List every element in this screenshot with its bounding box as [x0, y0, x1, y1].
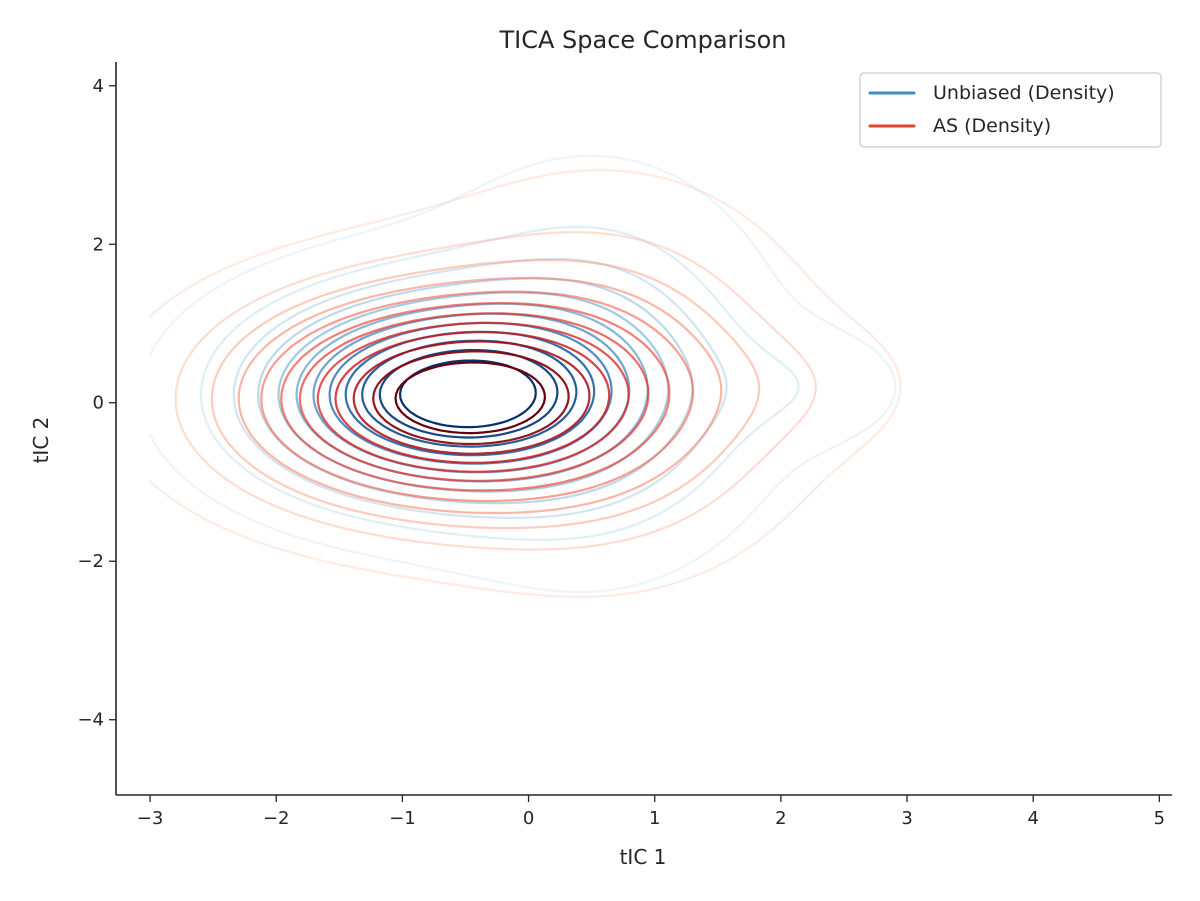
y-tick-label: −4: [77, 710, 104, 731]
legend-label-as: AS (Density): [933, 115, 1051, 137]
x-axis-label: tIC 1: [620, 845, 667, 869]
as-density-contour-9: [334, 331, 611, 464]
y-tick-label: 4: [93, 76, 104, 97]
as-density-contour-5: [260, 290, 695, 503]
chart-title: TICA Space Comparison: [498, 26, 786, 54]
y-tick-label: −2: [77, 551, 104, 572]
x-tick-label: 5: [1154, 808, 1165, 829]
x-tick-label: −1: [389, 808, 416, 829]
unbiased-density-contour-12: [399, 359, 537, 429]
y-axis-label: tIC 2: [29, 417, 53, 464]
x-tick-label: 3: [901, 808, 912, 829]
legend: Unbiased (Density) AS (Density): [859, 72, 1162, 148]
axes: −3 −2 −1 0 1 2 3 4 5 −4 −2 0 2 4: [77, 62, 1172, 829]
as-density-contour-11: [372, 350, 570, 446]
as-density-contour-10: [352, 340, 591, 455]
unbiased-density-contour-2: [200, 225, 800, 541]
unbiased-density-contour-3: [232, 257, 728, 519]
y-tick-label: 0: [93, 393, 104, 414]
as-density-contour-7: [298, 312, 650, 482]
unbiased-density-contour-1: [149, 154, 897, 594]
as-density-contour-2: [174, 231, 817, 551]
as-density-contour-6: [280, 302, 671, 492]
legend-box: [859, 72, 1162, 148]
contour-layer: [149, 154, 902, 598]
legend-label-unbiased: Unbiased (Density): [933, 82, 1115, 104]
x-tick-label: 1: [649, 808, 660, 829]
as-density-contour-4: [237, 276, 723, 515]
as-density-contour-3: [210, 259, 761, 530]
x-tick-label: −3: [137, 808, 164, 829]
x-tick-label: 2: [775, 808, 786, 829]
y-tick-label: 2: [93, 234, 104, 255]
as-density-contour-8: [316, 321, 630, 473]
as-density-contour-12: [394, 361, 546, 435]
as-density-contour-1: [149, 169, 902, 598]
x-tick-label: 4: [1027, 808, 1038, 829]
x-tick-label: 0: [523, 808, 534, 829]
x-tick-label: −2: [263, 808, 290, 829]
